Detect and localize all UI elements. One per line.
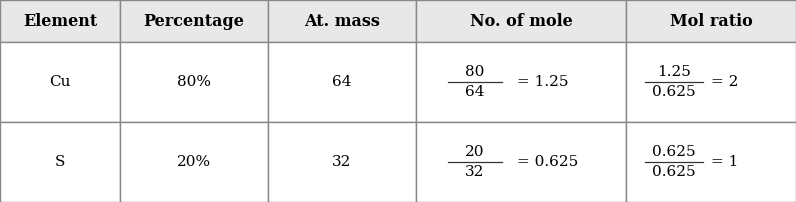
Text: 0.625: 0.625: [652, 165, 696, 179]
Bar: [416, 42, 626, 122]
Text: 0.625: 0.625: [652, 85, 696, 99]
Bar: [268, 122, 416, 202]
Text: = 2: = 2: [711, 75, 739, 89]
Text: Cu: Cu: [49, 75, 71, 89]
Bar: [120, 0, 268, 42]
Text: 20: 20: [465, 145, 485, 159]
Bar: [0, 0, 120, 42]
Text: 32: 32: [332, 155, 352, 169]
Text: = 0.625: = 0.625: [517, 155, 578, 169]
Text: Mol ratio: Mol ratio: [669, 13, 752, 29]
Bar: [120, 122, 268, 202]
Text: 0.625: 0.625: [652, 145, 696, 159]
Text: 32: 32: [465, 165, 485, 179]
Text: S: S: [55, 155, 65, 169]
Bar: [416, 122, 626, 202]
Bar: [0, 122, 120, 202]
Text: = 1: = 1: [711, 155, 739, 169]
Bar: [626, 0, 796, 42]
Bar: [626, 42, 796, 122]
Bar: [120, 42, 268, 122]
Text: 64: 64: [465, 85, 485, 99]
Text: At. mass: At. mass: [304, 13, 380, 29]
Bar: [626, 122, 796, 202]
Text: 64: 64: [332, 75, 352, 89]
Text: 1.25: 1.25: [657, 65, 691, 79]
Bar: [416, 0, 626, 42]
Text: 80: 80: [465, 65, 485, 79]
Text: = 1.25: = 1.25: [517, 75, 568, 89]
Text: No. of mole: No. of mole: [470, 13, 572, 29]
Text: 20%: 20%: [177, 155, 211, 169]
Text: 80%: 80%: [177, 75, 211, 89]
Text: Element: Element: [23, 13, 97, 29]
Bar: [268, 0, 416, 42]
Text: Percentage: Percentage: [143, 13, 244, 29]
Bar: [0, 42, 120, 122]
Bar: [268, 42, 416, 122]
